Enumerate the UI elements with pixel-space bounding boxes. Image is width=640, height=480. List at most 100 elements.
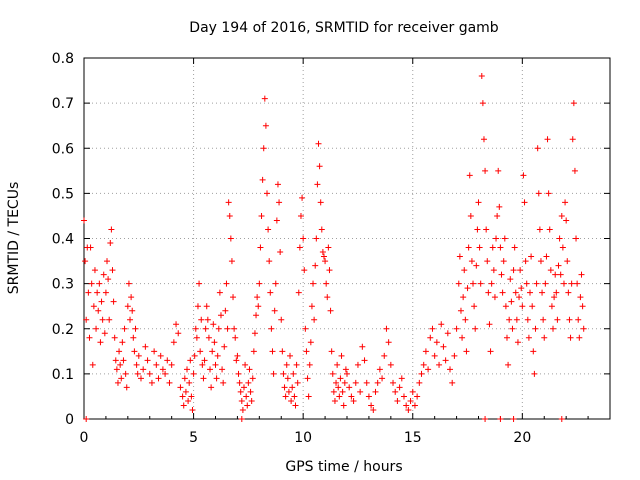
data-point — [134, 370, 141, 377]
data-point — [553, 289, 560, 296]
data-point — [449, 379, 456, 386]
data-point — [253, 312, 260, 319]
data-point — [180, 402, 187, 409]
data-point — [381, 352, 388, 359]
data-point — [248, 397, 255, 404]
y-axis-label: SRMTID / TECUs — [6, 182, 22, 295]
data-point — [365, 393, 372, 400]
data-point — [314, 181, 321, 188]
data-point — [418, 370, 425, 377]
data-point — [493, 235, 500, 242]
data-point — [529, 303, 536, 310]
data-point — [133, 361, 140, 368]
data-point — [113, 366, 120, 373]
data-point — [223, 280, 230, 287]
y-tick-label: 0.6 — [52, 141, 74, 157]
data-point — [494, 212, 501, 219]
data-point — [227, 235, 234, 242]
data-point — [259, 176, 266, 183]
data-point — [226, 212, 233, 219]
data-point — [405, 406, 412, 413]
data-point — [85, 289, 92, 296]
data-point — [307, 339, 314, 346]
data-point — [83, 316, 90, 323]
data-point — [215, 325, 222, 332]
data-point — [210, 321, 217, 328]
data-point — [468, 258, 475, 265]
data-point — [559, 244, 566, 251]
data-point — [503, 334, 510, 341]
data-point — [240, 384, 247, 391]
data-point — [175, 330, 182, 337]
data-point — [490, 267, 497, 274]
data-point — [219, 366, 226, 373]
data-point — [116, 348, 123, 355]
data-point — [433, 339, 440, 346]
data-point — [112, 357, 119, 364]
data-point — [341, 379, 348, 386]
data-point — [129, 307, 136, 314]
data-point — [444, 330, 451, 337]
data-point — [285, 388, 292, 395]
data-point — [264, 190, 271, 197]
data-point — [260, 145, 267, 152]
data-point — [496, 203, 503, 210]
data-point — [427, 334, 434, 341]
data-point — [455, 280, 462, 287]
data-point — [509, 325, 516, 332]
data-point — [334, 361, 341, 368]
data-point — [473, 262, 480, 269]
data-point — [310, 280, 317, 287]
data-point — [296, 244, 303, 251]
data-point — [98, 298, 105, 305]
data-point — [137, 375, 144, 382]
y-tick-label: 0.7 — [52, 96, 74, 112]
data-point — [579, 303, 586, 310]
data-point — [552, 271, 559, 278]
data-point — [232, 334, 239, 341]
data-point — [201, 357, 208, 364]
data-point — [292, 402, 299, 409]
data-point — [95, 307, 102, 314]
data-point — [486, 321, 493, 328]
data-point — [211, 339, 218, 346]
data-point — [151, 348, 158, 355]
data-point — [209, 348, 216, 355]
data-point — [370, 406, 377, 413]
data-point — [573, 235, 580, 242]
data-point — [265, 226, 272, 233]
data-point — [202, 325, 209, 332]
data-point — [342, 366, 349, 373]
data-point — [90, 303, 97, 310]
data-point — [99, 316, 106, 323]
data-point — [93, 325, 100, 332]
data-point — [91, 267, 98, 274]
data-point — [179, 393, 186, 400]
data-point — [107, 240, 114, 247]
data-point — [214, 352, 221, 359]
data-point — [159, 366, 166, 373]
data-point — [461, 267, 468, 274]
data-point — [297, 212, 304, 219]
data-point — [213, 375, 220, 382]
data-point — [304, 375, 311, 382]
data-point — [330, 388, 337, 395]
data-point — [164, 357, 171, 364]
y-tick-label: 0.3 — [52, 277, 74, 293]
data-point — [155, 375, 162, 382]
data-point — [368, 402, 375, 409]
data-point — [216, 289, 223, 296]
data-point — [187, 357, 194, 364]
chart-title: Day 194 of 2016, SRMTID for receiver gam… — [189, 20, 499, 36]
data-point — [194, 303, 201, 310]
data-point — [463, 348, 470, 355]
data-point — [500, 258, 507, 265]
data-point — [236, 379, 243, 386]
plot-frame — [83, 57, 611, 420]
data-point — [359, 343, 366, 350]
data-point — [534, 145, 541, 152]
data-point — [400, 393, 407, 400]
data-point — [106, 316, 113, 323]
data-point — [453, 325, 460, 332]
